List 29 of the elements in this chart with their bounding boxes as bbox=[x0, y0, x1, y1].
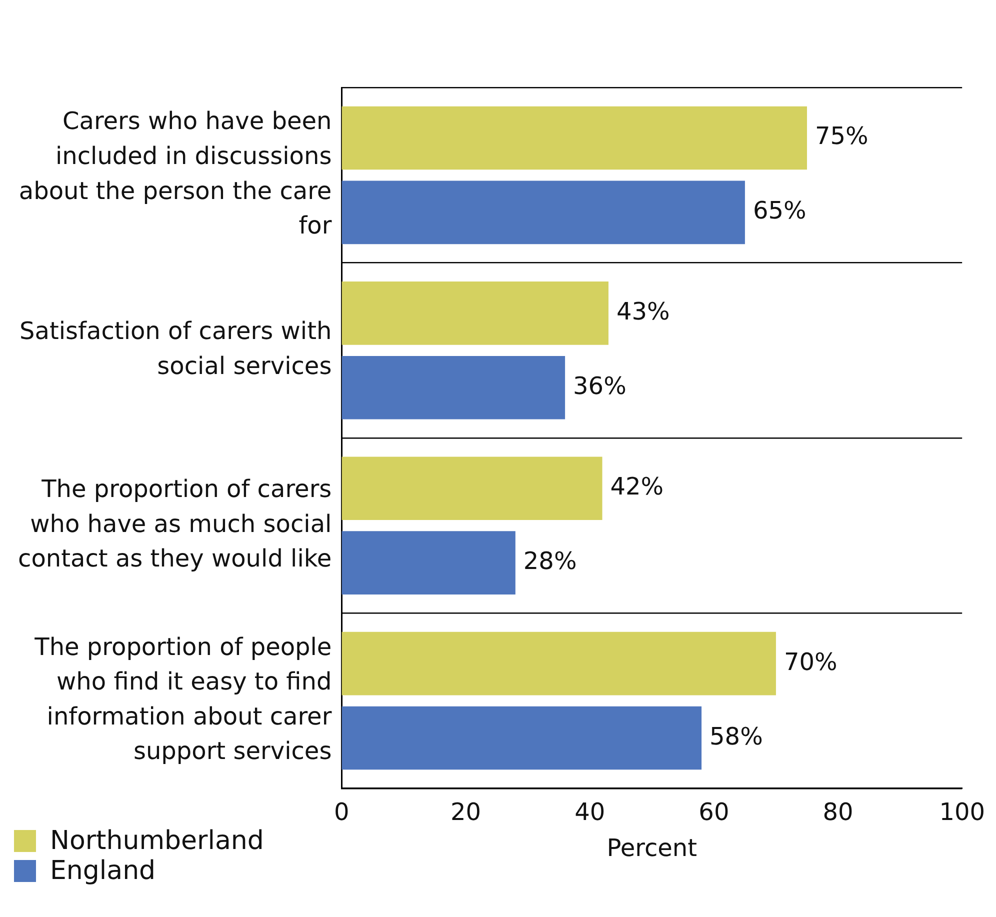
bar bbox=[342, 356, 566, 420]
x-tick-label: 20 bbox=[450, 798, 482, 826]
data-label: 43% bbox=[616, 297, 670, 326]
bar bbox=[342, 632, 776, 696]
data-label: 28% bbox=[523, 547, 577, 576]
bar bbox=[342, 531, 516, 594]
bar bbox=[342, 282, 608, 345]
x-tick-label: 40 bbox=[574, 798, 606, 826]
data-label: 75% bbox=[814, 122, 868, 150]
y-tick-label: The proportion of people who find it easy to find information about carer support services bbox=[34, 632, 332, 766]
y-tick-label: The proportion of carers who have as much social contact as they would like bbox=[18, 475, 332, 573]
x-tick-label: 60 bbox=[698, 798, 730, 826]
bar bbox=[342, 180, 745, 244]
x-tick-label: 0 bbox=[334, 798, 350, 826]
y-tick-label: Carers who have been included in discussions about the person the care for bbox=[18, 107, 332, 240]
data-label: 70% bbox=[784, 648, 838, 676]
y-tick-label: Satisfaction of carers with social services bbox=[20, 317, 332, 380]
x-tick-label: 100 bbox=[939, 798, 985, 826]
bar bbox=[342, 706, 702, 770]
legend-label: Northumberland bbox=[50, 826, 264, 856]
data-label: 58% bbox=[710, 722, 763, 750]
x-tick-label: 80 bbox=[822, 798, 854, 826]
bar bbox=[342, 456, 602, 520]
data-label: 36% bbox=[573, 372, 626, 400]
legend-label: England bbox=[50, 856, 156, 886]
x-axis-title: Percent bbox=[606, 834, 698, 862]
data-label: 42% bbox=[610, 472, 664, 501]
data-label: 65% bbox=[752, 196, 806, 225]
bar bbox=[342, 106, 807, 170]
